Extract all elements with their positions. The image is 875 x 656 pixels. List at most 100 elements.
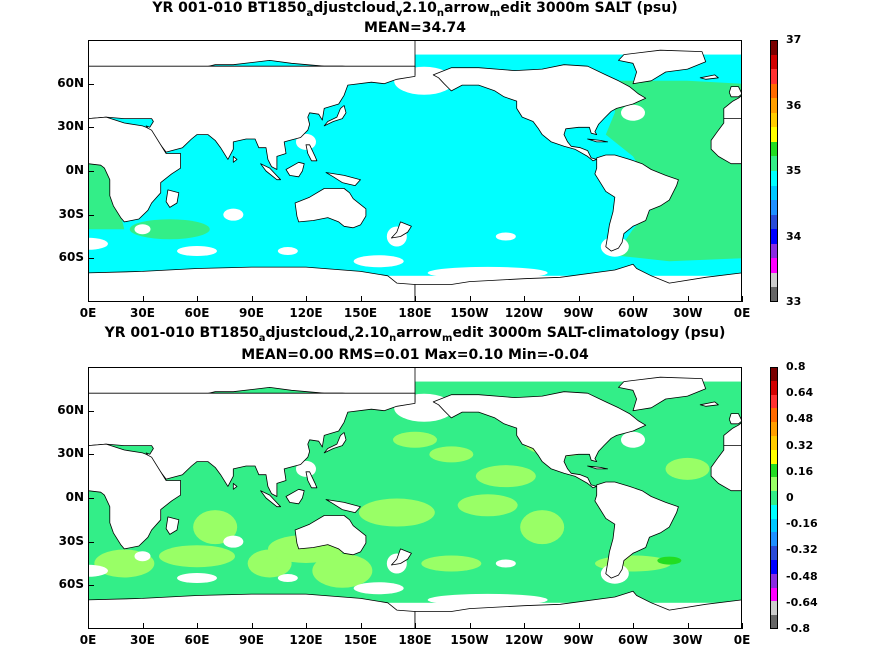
colorbar-swatch xyxy=(770,504,778,519)
land-antarctica-2 xyxy=(414,590,742,629)
land-madagascar xyxy=(165,516,180,535)
colorbar-frame xyxy=(770,367,778,629)
no-data-region xyxy=(621,431,645,448)
x-tick-mark xyxy=(687,623,689,629)
x-tick-label: 0E xyxy=(79,306,97,320)
colorbar-tick-label: -0.16 xyxy=(786,517,818,531)
x-tick-label: 60W xyxy=(618,633,648,647)
land-britain xyxy=(728,86,742,98)
x-tick-label: 60E xyxy=(184,633,210,647)
x-tick-mark xyxy=(306,296,307,302)
x-tick-label: 150W xyxy=(450,633,489,647)
land-cuba xyxy=(587,465,608,470)
colorbar-swatch xyxy=(770,54,778,70)
x-tick-mark xyxy=(687,296,689,302)
colorbar-swatch xyxy=(770,272,778,288)
land-arabia-iceland xyxy=(699,401,719,407)
y-tick-label: 30N xyxy=(57,446,84,461)
colorbar-frame xyxy=(770,40,778,302)
land-japan xyxy=(323,105,347,127)
colorbar-swatch xyxy=(770,141,778,157)
land-greenland xyxy=(618,49,707,85)
colorbar-swatch xyxy=(770,615,778,630)
colorbar-tick-label: 36 xyxy=(786,98,802,112)
anomaly-patch xyxy=(520,510,565,545)
anomaly-patch xyxy=(665,457,710,480)
no-data-region xyxy=(277,574,298,583)
x-tick-mark xyxy=(251,623,253,629)
y-tick-mark xyxy=(88,127,94,129)
anomaly-patch xyxy=(457,494,518,517)
no-data-region xyxy=(296,133,316,150)
no-data-region xyxy=(177,246,217,257)
land-north-america xyxy=(432,391,647,489)
y-tick-mark xyxy=(88,214,94,216)
x-tick-label: 30E xyxy=(130,306,155,320)
x-tick-mark xyxy=(578,623,580,629)
colorbar-swatch xyxy=(770,243,778,259)
x-tick-label: 180E xyxy=(398,633,432,647)
y-tick-label: 0N xyxy=(65,490,84,504)
x-tick-mark xyxy=(742,623,743,629)
colorbar-swatch xyxy=(770,83,778,99)
east-atlantic-high-region xyxy=(88,156,125,230)
land-antarctica-1 xyxy=(88,266,416,302)
colorbar-tick-label: 33 xyxy=(786,295,802,308)
y-tick-mark xyxy=(88,410,94,412)
x-tick-mark xyxy=(415,296,416,302)
no-data-region xyxy=(134,551,151,562)
land-new-guinea xyxy=(325,172,361,187)
x-tick-mark xyxy=(742,296,743,302)
colorbar-tick-label: 0.16 xyxy=(786,464,814,478)
land-south-america xyxy=(594,154,679,252)
colorbar-swatch xyxy=(770,112,778,128)
no-data-region xyxy=(88,564,108,577)
anomaly-patch xyxy=(358,498,435,527)
land-borneo xyxy=(285,161,305,178)
colorbar-swatch xyxy=(770,258,778,274)
x-tick-label: 120W xyxy=(504,306,544,320)
x-tick-mark xyxy=(360,623,362,629)
land-borneo xyxy=(285,488,305,505)
anomaly-patch xyxy=(421,555,482,572)
colorbar-swatch xyxy=(770,380,778,395)
land-africa-west xyxy=(710,445,742,492)
x-tick-mark xyxy=(524,623,525,629)
x-tick-mark xyxy=(633,296,634,302)
anomaly-patch xyxy=(475,465,536,488)
x-tick-label: 150W xyxy=(450,306,489,320)
panel2-colorbar xyxy=(770,367,778,630)
panel2-title: YR 001-010 BT1850adjustcloudv2.10narrowm… xyxy=(104,325,726,344)
no-data-region xyxy=(223,535,244,548)
colorbar-swatch xyxy=(770,518,778,533)
colorbar-tick-label: 0 xyxy=(786,491,794,504)
colorbar-tick-label: 0.8 xyxy=(786,360,806,373)
x-tick-label: 90W xyxy=(563,633,594,647)
colorbar-swatch xyxy=(770,408,778,423)
y-tick-label: 0N xyxy=(65,163,84,177)
y-tick-label: 30N xyxy=(57,119,84,134)
no-data-region xyxy=(277,247,298,256)
colorbar-swatch xyxy=(770,422,778,437)
colorbar-swatch xyxy=(770,127,778,143)
land-australia xyxy=(294,515,367,556)
y-tick-mark xyxy=(88,454,94,456)
land-sumatra xyxy=(260,163,282,181)
land-philippines xyxy=(305,144,318,162)
x-tick-label: 30W xyxy=(672,633,703,647)
x-tick-label: 120E xyxy=(289,633,323,647)
y-tick-mark xyxy=(88,541,94,543)
colorbar-swatch xyxy=(770,200,778,216)
anomaly-positive-patch xyxy=(657,556,682,565)
colorbar-swatch xyxy=(770,367,778,381)
colorbar-tick-label: 0.64 xyxy=(786,386,814,400)
x-tick-mark xyxy=(142,296,144,302)
colorbar-tick-label: 37 xyxy=(786,33,802,46)
no-data-region xyxy=(621,104,645,121)
land-australia xyxy=(294,188,367,229)
x-tick-label: 90W xyxy=(563,306,594,320)
anomaly-patch xyxy=(429,446,474,463)
colorbar-swatch xyxy=(770,394,778,409)
no-data-region xyxy=(495,232,516,241)
colorbar-tick-label: -0.32 xyxy=(786,543,818,557)
